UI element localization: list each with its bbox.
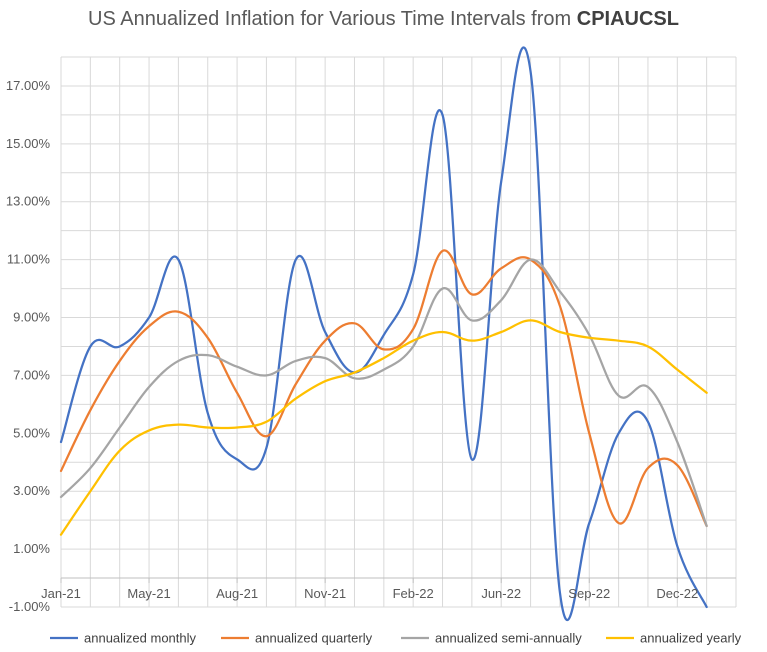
y-tick-label: 7.00% xyxy=(13,367,50,382)
legend-label: annualized quarterly xyxy=(255,631,373,646)
x-tick-label: May-21 xyxy=(127,586,170,601)
x-tick-label: Nov-21 xyxy=(304,586,346,601)
y-tick-label: 9.00% xyxy=(13,310,50,325)
x-tick-label: Jan-21 xyxy=(41,586,81,601)
legend-label: annualized monthly xyxy=(84,631,197,646)
legend-label: annualized yearly xyxy=(640,631,742,646)
y-tick-label: 3.00% xyxy=(13,483,50,498)
x-tick-label: Sep-22 xyxy=(568,586,610,601)
chart-title: US Annualized Inflation for Various Time… xyxy=(0,8,767,31)
chart-title-text: US Annualized Inflation for Various Time… xyxy=(88,8,577,30)
x-tick-label: Feb-22 xyxy=(393,586,434,601)
tick-labels: -1.00% 1.00% 3.00% 5.00% 7.00% 9.00% 11.00% 13.… xyxy=(6,78,698,614)
chart-title-emphasis: CPIAUCSL xyxy=(576,8,679,30)
y-tick-label: 5.00% xyxy=(13,425,50,440)
series-line-annualized-yearly xyxy=(59,319,708,536)
legend: annualized monthly annualized quarterly an… xyxy=(50,631,742,646)
x-tick-label: Jun-22 xyxy=(481,586,521,601)
y-tick-label: 11.00% xyxy=(7,252,51,267)
x-tick-label: Dec-22 xyxy=(656,586,698,601)
legend-label: annualized semi-annually xyxy=(435,631,582,646)
y-tick-label: 17.00% xyxy=(6,78,51,93)
y-tick-label: 1.00% xyxy=(13,541,50,556)
gridlines xyxy=(60,56,737,608)
series-line-annualized-quarterly xyxy=(59,249,708,528)
y-tick-label: 13.00% xyxy=(6,194,51,209)
y-tick-label: -1.00% xyxy=(9,599,51,614)
series-line-annualized-semi-annually xyxy=(59,258,708,528)
series-line-annualized-monthly xyxy=(59,46,708,622)
y-tick-label: 15.00% xyxy=(6,136,51,151)
series-lines xyxy=(59,46,708,622)
x-tick-label: Aug-21 xyxy=(216,586,258,601)
axes xyxy=(60,577,736,584)
